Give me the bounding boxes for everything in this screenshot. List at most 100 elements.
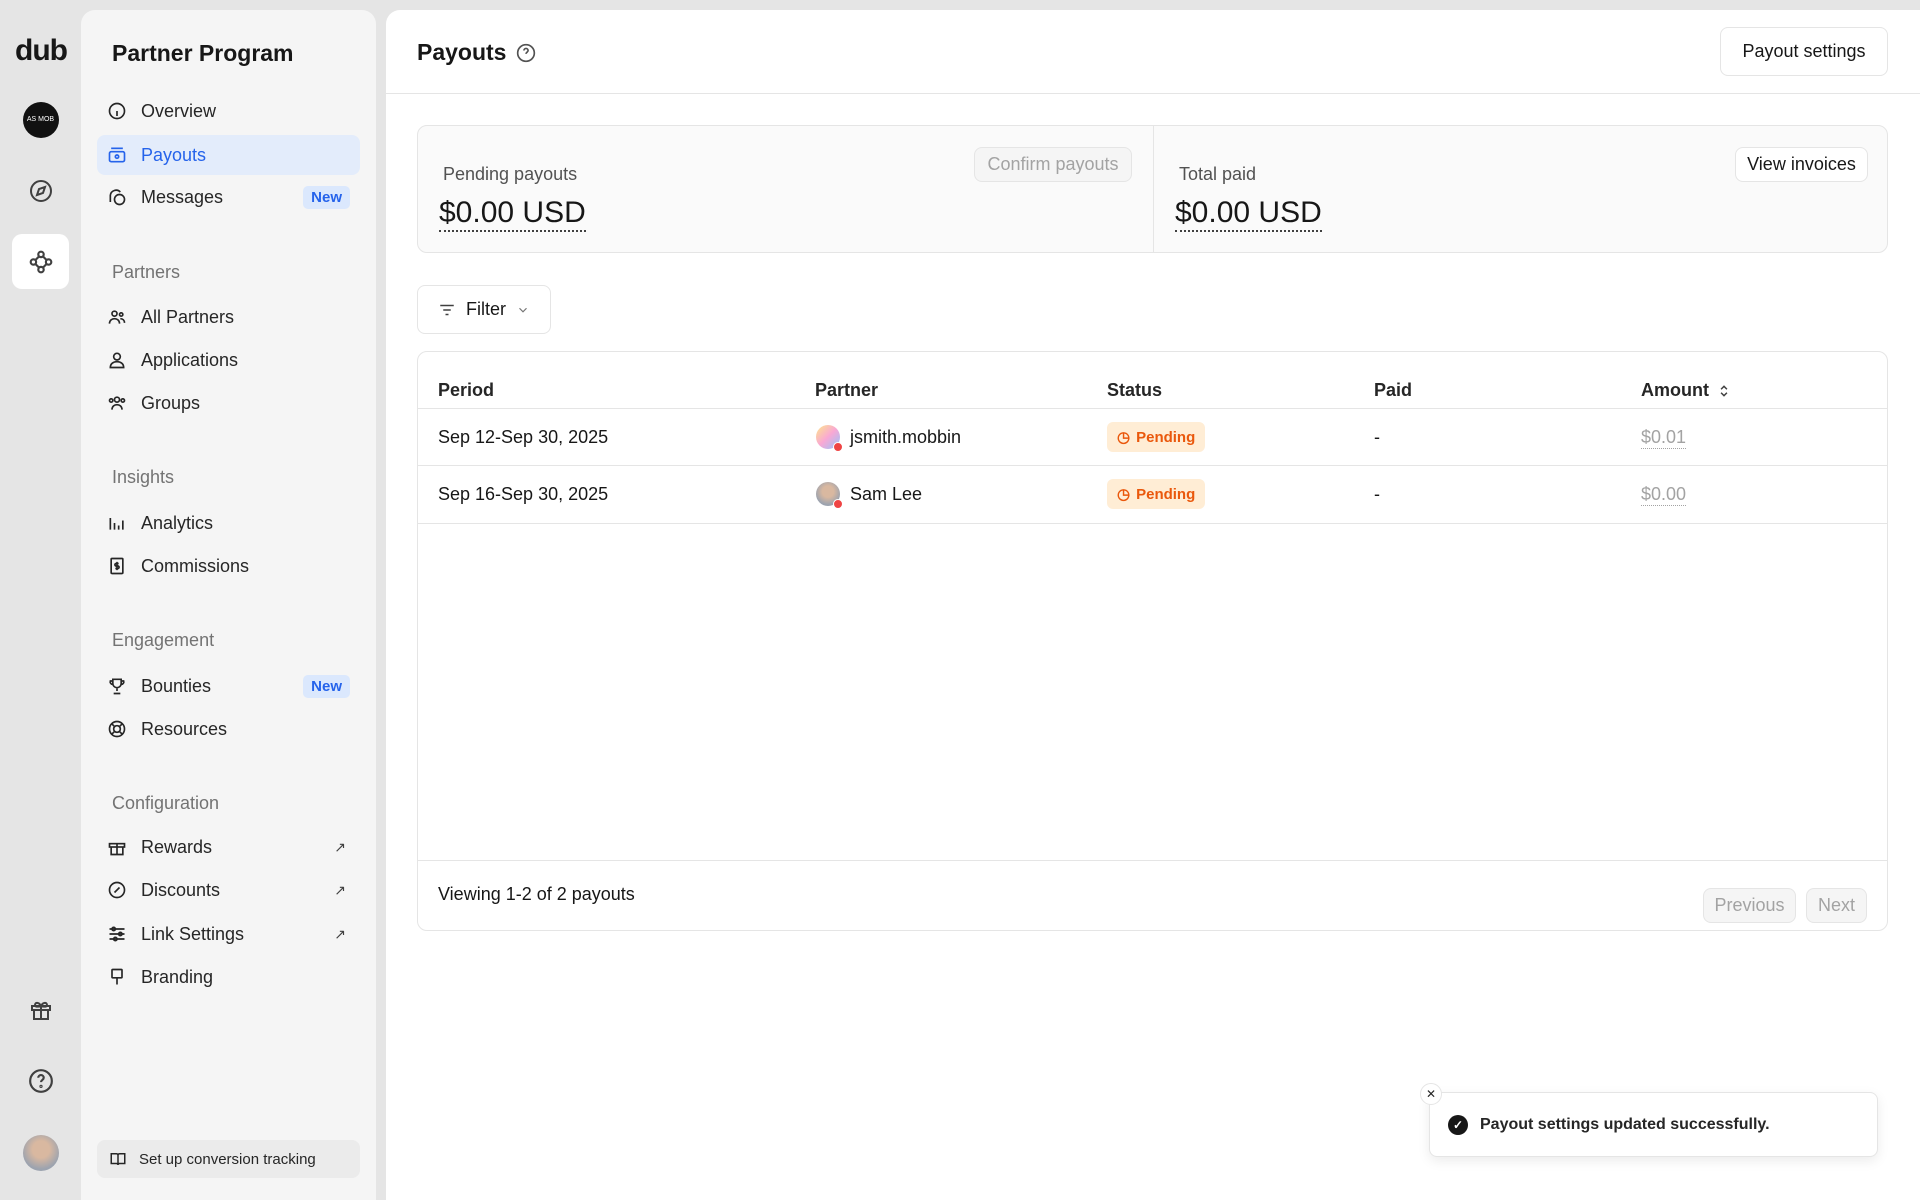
book-icon <box>110 1153 126 1166</box>
status-label: Pending <box>1136 428 1196 446</box>
invoice-dollar-icon <box>110 557 124 575</box>
user-icon <box>109 352 125 369</box>
partners-network-icon[interactable] <box>12 234 69 289</box>
toast-message: Payout settings updated successfully. <box>1480 1115 1770 1133</box>
column-header-partner: Partner <box>815 380 879 400</box>
sidebar-item-label: Commissions <box>141 555 250 576</box>
total-paid-value: $0.00 USD <box>1175 196 1322 232</box>
help-icon[interactable] <box>516 43 536 63</box>
column-header-paid: Paid <box>1374 380 1413 400</box>
sidebar-item-label: Branding <box>141 966 214 987</box>
partner-cell[interactable]: jsmith.mobbin <box>850 427 962 447</box>
sidebar-item-label: Overview <box>141 100 217 121</box>
column-header-status: Status <box>1107 380 1163 400</box>
partner-avatar <box>816 425 843 452</box>
sidebar-item-discounts[interactable]: Discounts ↗ <box>97 870 360 910</box>
sidebar-item-branding[interactable]: Branding <box>97 957 360 997</box>
help-icon[interactable] <box>12 1053 69 1108</box>
external-link-icon: ↗ <box>334 925 346 942</box>
sidebar-item-rewards[interactable]: Rewards ↗ <box>97 827 360 867</box>
filter-label: Filter <box>466 299 506 319</box>
sidebar-item-link-settings[interactable]: Link Settings ↗ <box>97 914 360 954</box>
check-circle-icon: ✓ <box>1448 1114 1468 1135</box>
sidebar-item-label: Groups <box>141 392 201 413</box>
sidebar-item-applications[interactable]: Applications <box>97 340 360 380</box>
toast: ✓ Payout settings updated successfully. … <box>1420 1083 1878 1157</box>
section-title: Partners <box>112 262 181 282</box>
divider <box>1153 126 1154 252</box>
next-button[interactable]: Next <box>1806 888 1867 923</box>
dub-logo[interactable]: dub <box>15 34 68 67</box>
column-label: Amount <box>1641 380 1709 400</box>
section-title: Configuration <box>112 793 220 813</box>
clock-icon: ◷ <box>1117 429 1131 446</box>
money-icon <box>108 147 126 163</box>
setup-conversion-tracking-button[interactable]: Set up conversion tracking <box>97 1140 360 1178</box>
messages-icon <box>109 189 126 206</box>
pagination-summary: Viewing 1-2 of 2 payouts <box>438 884 635 904</box>
period-cell: Sep 12-Sep 30, 2025 <box>438 427 609 447</box>
sidebar-item-label: Link Settings <box>141 923 245 944</box>
confirm-payouts-button[interactable]: Confirm payouts <box>974 147 1132 182</box>
users-icon <box>108 310 126 324</box>
previous-button[interactable]: Previous <box>1703 888 1796 923</box>
workspace-avatar[interactable]: AS MOB <box>12 92 69 147</box>
sidebar: Partner Program Overview Payouts Message… <box>81 10 376 1200</box>
sidebar-item-label: All Partners <box>141 306 235 327</box>
section-title: Insights <box>112 467 175 487</box>
divider <box>418 408 1887 409</box>
sidebar-item-resources[interactable]: Resources <box>97 709 360 749</box>
pending-payouts-value: $0.00 USD <box>439 196 586 232</box>
partner-cell[interactable]: Sam Lee <box>850 484 923 504</box>
pending-payouts-label: Pending payouts <box>443 164 578 184</box>
lifebuoy-icon <box>108 720 126 738</box>
sidebar-item-commissions[interactable]: Commissions <box>97 546 360 586</box>
paintbrush-icon <box>111 968 123 985</box>
sidebar-item-label: Discounts <box>141 879 221 900</box>
compass-icon[interactable] <box>12 163 69 218</box>
column-header-amount[interactable]: Amount <box>1641 380 1731 401</box>
sliders-icon <box>109 926 125 942</box>
sidebar-item-groups[interactable]: Groups <box>97 383 360 423</box>
user-avatar[interactable] <box>12 1125 69 1180</box>
payout-settings-button[interactable]: Payout settings <box>1720 27 1888 76</box>
toast-close-button[interactable]: ✕ <box>1420 1083 1442 1105</box>
status-label: Pending <box>1136 485 1196 503</box>
sidebar-title: Partner Program <box>112 40 294 66</box>
workspace-avatar-image: AS MOB <box>22 101 59 138</box>
sidebar-item-overview[interactable]: Overview <box>97 91 360 131</box>
sidebar-item-bounties[interactable]: Bounties New <box>97 666 360 706</box>
column-header-period: Period <box>438 380 495 400</box>
total-paid-label: Total paid <box>1179 164 1257 184</box>
sidebar-item-label: Messages <box>141 186 224 207</box>
filter-button[interactable]: Filter <box>417 285 551 334</box>
gauge-icon <box>108 102 126 120</box>
new-badge: New <box>303 674 350 698</box>
amount-cell: $0.00 <box>1641 484 1687 506</box>
payouts-table: Period Partner Status Paid Amount Sep 12… <box>417 351 1888 931</box>
divider <box>418 523 1887 524</box>
sidebar-item-all-partners[interactable]: All Partners <box>97 297 360 337</box>
gift-icon <box>108 842 126 856</box>
divider <box>418 465 1887 466</box>
bar-chart-icon <box>109 518 124 530</box>
filter-icon <box>440 304 454 315</box>
main-panel: Payouts Payout settings Pending payouts … <box>386 10 1920 1200</box>
gift-icon[interactable] <box>12 982 69 1037</box>
trophy-icon <box>109 678 125 695</box>
stats-card: Pending payouts Confirm payouts $0.00 US… <box>417 125 1888 253</box>
page-header: Payouts <box>417 39 536 66</box>
view-invoices-button[interactable]: View invoices <box>1735 147 1868 182</box>
status-badge: ◷ Pending <box>1107 422 1206 452</box>
users-group-icon <box>108 396 126 410</box>
sidebar-item-analytics[interactable]: Analytics <box>97 503 360 543</box>
partner-avatar <box>816 482 843 509</box>
amount-cell: $0.01 <box>1641 427 1687 449</box>
sidebar-item-messages[interactable]: Messages New <box>97 177 360 217</box>
divider <box>418 860 1887 861</box>
sidebar-item-label: Rewards <box>141 836 213 857</box>
clock-icon: ◷ <box>1117 486 1131 503</box>
sidebar-item-payouts[interactable]: Payouts <box>97 135 360 175</box>
chevron-down-icon <box>519 307 527 313</box>
button-label: Set up conversion tracking <box>139 1150 316 1168</box>
